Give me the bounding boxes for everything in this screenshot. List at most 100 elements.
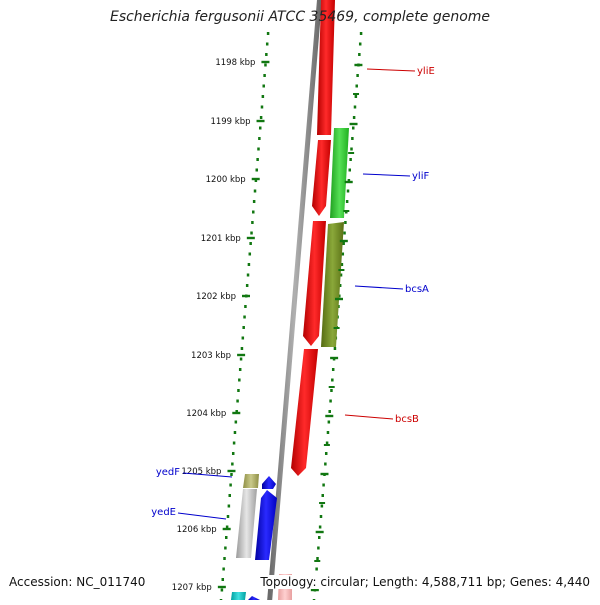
strand-dot-left xyxy=(256,158,259,161)
strand-dot-right xyxy=(347,179,351,182)
strand-dot-left xyxy=(253,189,257,193)
strand-dot-left xyxy=(225,536,228,539)
strand-dot-left xyxy=(233,431,237,434)
strand-dot-right xyxy=(315,567,318,571)
strand-dot-right xyxy=(351,126,355,130)
strand-dot-left xyxy=(222,567,225,571)
gene-label-yliF: yliF xyxy=(412,171,429,182)
strand-dot-right xyxy=(320,504,324,508)
strand-dot-right xyxy=(359,32,363,35)
strand-dot-right xyxy=(358,53,361,56)
strand-dot-right xyxy=(325,441,329,445)
strand-dot-left xyxy=(238,378,241,382)
tick-label: 1205 kbp xyxy=(181,467,221,477)
strand-dot-left xyxy=(261,95,265,98)
strand-dot-left xyxy=(225,525,229,529)
strand-dot-left xyxy=(260,105,264,109)
gene-label-bcsB: bcsB xyxy=(395,414,419,425)
strand-dot-right xyxy=(324,462,327,466)
strand-dot-right xyxy=(338,294,341,298)
strand-dot-left xyxy=(255,168,259,172)
strand-dot-right xyxy=(324,452,328,455)
strand-dot-left xyxy=(226,515,230,518)
strand-dot-left xyxy=(245,284,249,287)
gene-arrow-reverse xyxy=(262,476,276,489)
strand-dot-right xyxy=(327,420,331,424)
strand-dot-left xyxy=(231,462,234,466)
map-title: Escherichia fergusonii ATCC 35469, compl… xyxy=(109,9,491,25)
gene-label-leader xyxy=(362,173,411,177)
strand-dot-left xyxy=(254,179,258,182)
strand-dot-right xyxy=(348,168,352,172)
strand-dot-right xyxy=(329,399,332,403)
strand-dot-left xyxy=(252,200,256,203)
strand-dot-left xyxy=(252,210,255,214)
strand-dot-right xyxy=(353,105,357,109)
strand-dot-right xyxy=(350,147,353,151)
strand-dot-left xyxy=(234,420,238,424)
strand-dot-left xyxy=(240,347,244,350)
gene-partial-blue xyxy=(248,596,260,600)
strand-dot-left xyxy=(229,483,232,487)
gene-partial-cyan xyxy=(231,592,246,600)
strand-dot-right xyxy=(351,137,354,140)
strand-dot-right xyxy=(318,536,321,539)
strand-dot-right xyxy=(328,410,331,413)
gene-label-yedF: yedF xyxy=(156,467,180,478)
strand-dot-right xyxy=(331,368,335,371)
strand-dot-left xyxy=(249,242,252,245)
strand-dot-right xyxy=(333,347,337,350)
strand-dot-right xyxy=(317,546,320,550)
tick-label: 1199 kbp xyxy=(210,117,250,127)
strand-dot-right xyxy=(321,494,324,497)
strand-dot-left xyxy=(248,252,252,256)
tick-label: 1206 kbp xyxy=(177,525,217,535)
strand-dot-left xyxy=(237,389,240,392)
strand-dot-left xyxy=(223,557,226,560)
strand-dot-left xyxy=(250,231,253,235)
strand-dot-right xyxy=(352,116,356,119)
strand-dot-left xyxy=(244,305,247,308)
strand-dot-left xyxy=(262,84,265,88)
strand-dot-left xyxy=(235,410,238,413)
strand-dot-left xyxy=(224,546,227,550)
strand-dot-left xyxy=(259,116,263,119)
strand-dot-left xyxy=(242,326,245,329)
tick-label: 1202 kbp xyxy=(196,292,236,302)
strand-dot-right xyxy=(318,525,322,529)
strand-dot-left xyxy=(232,441,236,445)
strand-dot-right xyxy=(322,483,325,487)
gene-yliE xyxy=(317,0,335,135)
gene-label-leader xyxy=(177,512,227,520)
gene-label-leader xyxy=(354,285,404,290)
genome-summary: Topology: circular; Length: 4,588,711 bp… xyxy=(260,575,590,589)
tick-label: 1200 kbp xyxy=(206,175,246,185)
strand-dot-left xyxy=(221,578,225,581)
strand-dot-right xyxy=(338,284,342,287)
strand-dot-right xyxy=(354,95,358,98)
strand-dot-right xyxy=(319,515,323,518)
strand-dot-left xyxy=(230,473,233,476)
gene-arrow-forward xyxy=(303,221,326,346)
strand-dot-right xyxy=(330,389,333,392)
gene-arrow-forward xyxy=(312,140,331,216)
strand-dot-right xyxy=(340,263,344,266)
strand-dot-right xyxy=(346,189,350,193)
strand-dot-left xyxy=(258,137,261,140)
strand-dot-right xyxy=(344,221,347,224)
gene-label-yliE: yliE xyxy=(417,66,435,77)
gene-bcsA xyxy=(321,222,344,347)
strand-dot-left xyxy=(257,147,260,151)
gene-yliF xyxy=(330,128,349,218)
genome-backbone xyxy=(266,0,322,605)
strand-dot-left xyxy=(220,588,224,592)
gene-yedF xyxy=(243,474,259,488)
strand-dot-left xyxy=(258,126,262,130)
tick-label: 1203 kbp xyxy=(191,351,231,361)
gene-yedE xyxy=(255,490,277,560)
strand-dot-left xyxy=(264,63,267,67)
strand-dot-left xyxy=(263,74,266,77)
strand-dot-right xyxy=(358,42,362,46)
strand-dot-right xyxy=(355,84,358,88)
